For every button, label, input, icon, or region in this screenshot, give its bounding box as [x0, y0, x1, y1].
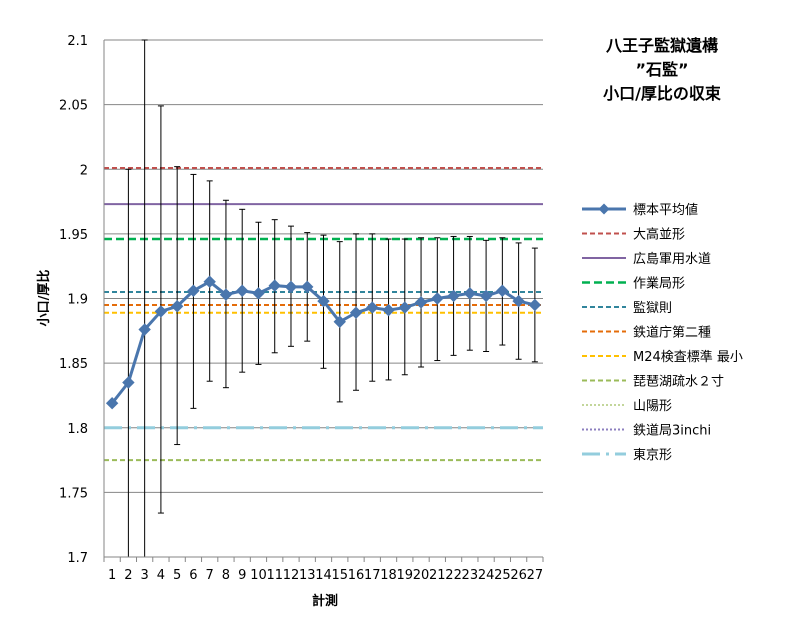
data-point [528, 298, 542, 312]
legend-label: 広島軍用水道 [633, 252, 711, 267]
chart-title-line: 八王子監獄遺構 [605, 36, 718, 55]
x-tick-label: 20 [413, 568, 430, 583]
x-tick-label: 8 [222, 568, 230, 583]
chart-title: 八王子監獄遺構 ”石監” 小口/厚比の収束 [603, 36, 722, 103]
chart-title-line: ”石監” [635, 60, 688, 79]
data-point [252, 287, 265, 300]
y-tick-label: 1.7 [67, 551, 88, 566]
data-point [382, 303, 395, 317]
x-tick-label: 1 [108, 568, 116, 583]
legend-label: M24検査標準 最小 [633, 349, 743, 365]
data-point [496, 284, 509, 297]
x-tick-label: 24 [478, 568, 495, 583]
y-tick-label: 2.1 [67, 34, 88, 49]
x-tick-label: 10 [250, 568, 267, 583]
data-point [463, 287, 477, 300]
data-point [317, 294, 330, 308]
data-point [187, 284, 200, 297]
data-point [284, 280, 298, 294]
x-tick-label: 11 [266, 568, 283, 583]
legend-label: 琵琶湖疏水２寸 [633, 375, 724, 390]
data-point [122, 376, 135, 389]
x-tick-label: 12 [283, 568, 300, 583]
y-axis-title: 小口/厚比 [36, 270, 52, 327]
x-tick-label: 22 [445, 568, 462, 583]
x-tick-label: 27 [527, 568, 544, 583]
legend-label: 山陽形 [633, 399, 672, 414]
data-point [398, 301, 412, 314]
mean-series [105, 275, 542, 410]
chart-title-line: 小口/厚比の収束 [603, 84, 722, 103]
axes [103, 40, 544, 562]
data-point [170, 300, 184, 313]
x-tick-label: 26 [510, 568, 527, 583]
y-tick-label: 2.05 [59, 99, 88, 114]
x-tick-label: 13 [299, 568, 316, 583]
y-tick-label: 1.95 [59, 228, 88, 243]
data-point [105, 396, 119, 410]
data-point [301, 280, 314, 294]
y-tick-label: 1.85 [59, 357, 88, 372]
x-tick-label: 6 [189, 568, 197, 583]
x-tick-label: 16 [348, 568, 365, 583]
legend-label: 大高並形 [633, 227, 685, 243]
data-point [203, 275, 216, 288]
data-point [479, 289, 493, 303]
legend-label: 鉄道局3inchi [633, 424, 711, 439]
data-point [349, 306, 363, 319]
x-tick-label: 18 [380, 568, 397, 583]
x-tick-label: 9 [238, 568, 246, 583]
x-axis-title: 計測 [312, 593, 338, 609]
data-point [366, 301, 379, 314]
data-point [154, 305, 168, 318]
legend-label: 鉄道庁第二種 [633, 325, 711, 341]
x-tick-label: 17 [364, 568, 381, 583]
data-point [138, 323, 151, 336]
y-axis-ticks: 1.7 1.75 1.8 1.85 1.9 1.95 2 2.05 2.1 [59, 34, 88, 566]
data-point [219, 288, 233, 301]
x-tick-label: 21 [429, 568, 446, 583]
x-axis-ticks: 1 2 3 4 5 6 7 8 9 10 11 12 13 14 15 16 17 18 19 20 21 22 23 24 2… [108, 568, 543, 583]
x-tick-label: 2 [124, 568, 132, 583]
data-point [414, 296, 428, 309]
y-tick-label: 1.9 [67, 293, 88, 308]
legend-label: 作業局形 [633, 276, 685, 292]
legend-label: 監獄則 [633, 300, 672, 316]
y-tick-label: 1.8 [67, 422, 88, 437]
data-point [447, 289, 460, 303]
x-tick-label: 23 [462, 568, 479, 583]
data-point [333, 315, 346, 328]
y-tick-label: 1.75 [59, 486, 88, 501]
x-tick-label: 3 [141, 568, 149, 583]
legend-label: 東京形 [633, 447, 672, 463]
x-tick-label: 14 [315, 568, 332, 583]
x-tick-label: 5 [173, 568, 181, 583]
x-tick-label: 19 [397, 568, 414, 583]
y-tick-label: 2 [80, 163, 88, 178]
x-tick-label: 7 [206, 568, 214, 583]
x-tick-label: 25 [494, 568, 511, 583]
legend-marker [598, 203, 610, 215]
x-tick-label: 15 [331, 568, 348, 583]
data-point [512, 294, 525, 308]
legend-label: 標本平均値 [633, 202, 698, 218]
x-tick-label: 4 [157, 568, 165, 583]
data-point [431, 292, 444, 305]
data-point [268, 279, 281, 292]
data-point [235, 284, 249, 297]
